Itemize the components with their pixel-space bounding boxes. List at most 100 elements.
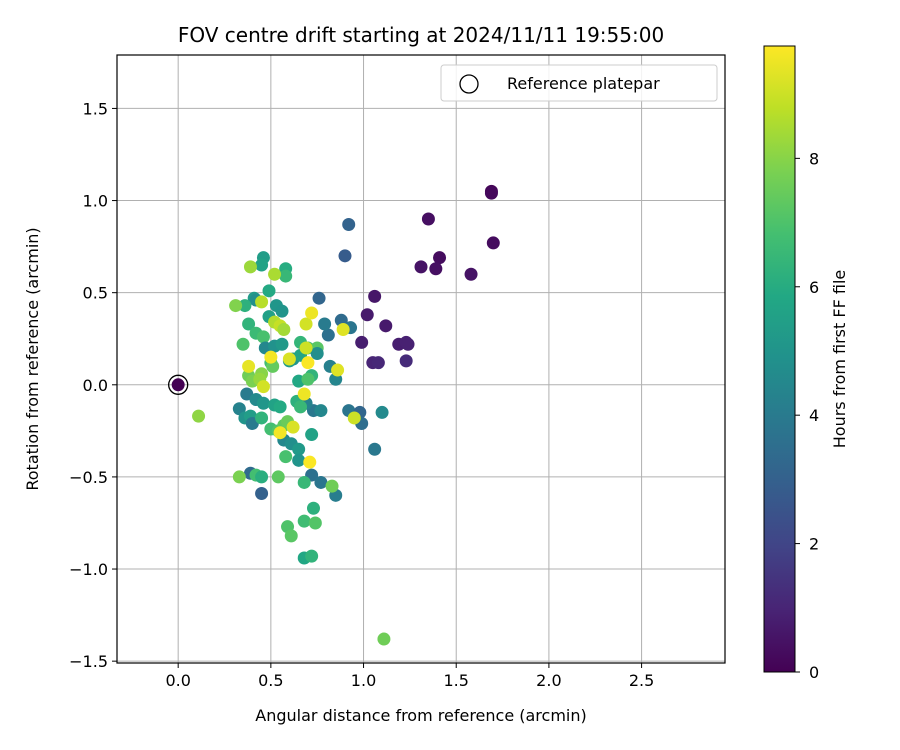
legend-reference-marker-icon (459, 74, 479, 94)
data-point (299, 317, 313, 331)
data-point (355, 335, 369, 349)
data-point (484, 186, 498, 200)
data-point (232, 470, 246, 484)
reference-point-dot (171, 378, 185, 392)
colorbar: 0 2 4 6 8 Hours from first FF file (763, 45, 849, 682)
y-tick-label: 1.0 (83, 192, 108, 211)
data-point (279, 450, 293, 464)
colorbar-tick-label: 4 (809, 406, 819, 425)
data-point (325, 479, 339, 493)
data-point (371, 356, 385, 370)
colorbar-tick-label: 0 (809, 663, 819, 682)
data-point (368, 442, 382, 456)
reference-platepar-marker (168, 374, 189, 395)
colorbar-ticks: 0 2 4 6 8 (795, 149, 819, 682)
data-point (255, 258, 269, 272)
data-point (305, 428, 319, 442)
data-point (421, 212, 435, 226)
y-axis: −1.5 −1.0 −0.5 0.0 0.5 1.0 1.5 (69, 99, 117, 671)
y-tick-label: −0.5 (69, 468, 108, 487)
x-tick-label: 1.0 (351, 671, 376, 690)
data-point (292, 442, 306, 456)
colorbar-tick-label: 2 (809, 535, 819, 554)
data-point (255, 486, 269, 500)
plot-area-frame (116, 54, 726, 664)
data-point (256, 396, 270, 410)
colorbar-tick-label: 6 (809, 278, 819, 297)
x-axis-label: Angular distance from reference (arcmin) (255, 706, 586, 725)
data-point (286, 420, 300, 434)
data-point (321, 328, 335, 342)
data-point (336, 323, 350, 337)
data-point (301, 372, 315, 386)
data-point (486, 236, 500, 250)
data-point (401, 337, 415, 351)
data-point (297, 387, 311, 401)
data-point (275, 304, 289, 318)
data-point (318, 317, 332, 331)
data-point (314, 475, 328, 489)
data-point (243, 260, 257, 274)
data-point (268, 267, 282, 281)
y-tick-label: −1.5 (69, 652, 108, 671)
chart-title: FOV centre drift starting at 2024/11/11 … (178, 23, 664, 47)
x-tick-label: 0.5 (258, 671, 283, 690)
data-point (275, 337, 289, 351)
legend-entry-reference-platepar: Reference platepar (507, 74, 660, 93)
data-point (242, 359, 256, 373)
data-point (303, 455, 317, 469)
data-point (314, 404, 328, 418)
data-point (273, 400, 287, 414)
data-point (256, 380, 270, 394)
data-point (310, 346, 324, 360)
data-point (255, 411, 269, 425)
data-point (301, 356, 315, 370)
data-point (238, 299, 252, 313)
x-tick-label: 2.5 (629, 671, 654, 690)
data-point (242, 317, 256, 331)
data-point (271, 470, 285, 484)
grid-lines (117, 55, 725, 663)
reference-marker (168, 374, 189, 395)
data-point (297, 475, 311, 489)
y-tick-label: 0.5 (83, 284, 108, 303)
x-tick-label: 2.0 (536, 671, 561, 690)
data-point (282, 352, 296, 366)
data-point (284, 529, 298, 543)
data-point (305, 306, 319, 320)
data-point (429, 262, 443, 276)
data-point (338, 249, 352, 263)
data-point (294, 400, 308, 414)
colorbar-label: Hours from first FF file (830, 270, 849, 449)
data-point (292, 453, 306, 467)
data-point (229, 299, 243, 313)
data-points (192, 184, 500, 646)
x-tick-label: 1.5 (443, 671, 468, 690)
data-point (299, 341, 313, 355)
data-point (464, 267, 478, 281)
legend: Reference platepar (440, 64, 718, 102)
data-point (377, 632, 391, 646)
data-point (236, 337, 250, 351)
data-point (264, 350, 278, 364)
y-tick-label: −1.0 (69, 560, 108, 579)
data-point (192, 409, 206, 423)
data-point (255, 470, 269, 484)
data-point (273, 426, 287, 440)
data-point (414, 260, 428, 274)
data-point (306, 501, 320, 515)
data-point (297, 514, 311, 528)
data-point (277, 323, 291, 337)
data-point (331, 363, 345, 377)
data-point (262, 284, 276, 298)
x-tick-label: 0.0 (165, 671, 190, 690)
data-point (279, 269, 293, 283)
data-point (360, 308, 374, 322)
y-tick-label: 1.5 (83, 99, 108, 118)
data-point (375, 405, 389, 419)
x-axis: 0.0 0.5 1.0 1.5 2.0 2.5 (165, 663, 654, 690)
data-point (308, 516, 322, 530)
colorbar-tick-label: 8 (809, 149, 819, 168)
y-axis-label: Rotation from reference (arcmin) (23, 227, 42, 490)
